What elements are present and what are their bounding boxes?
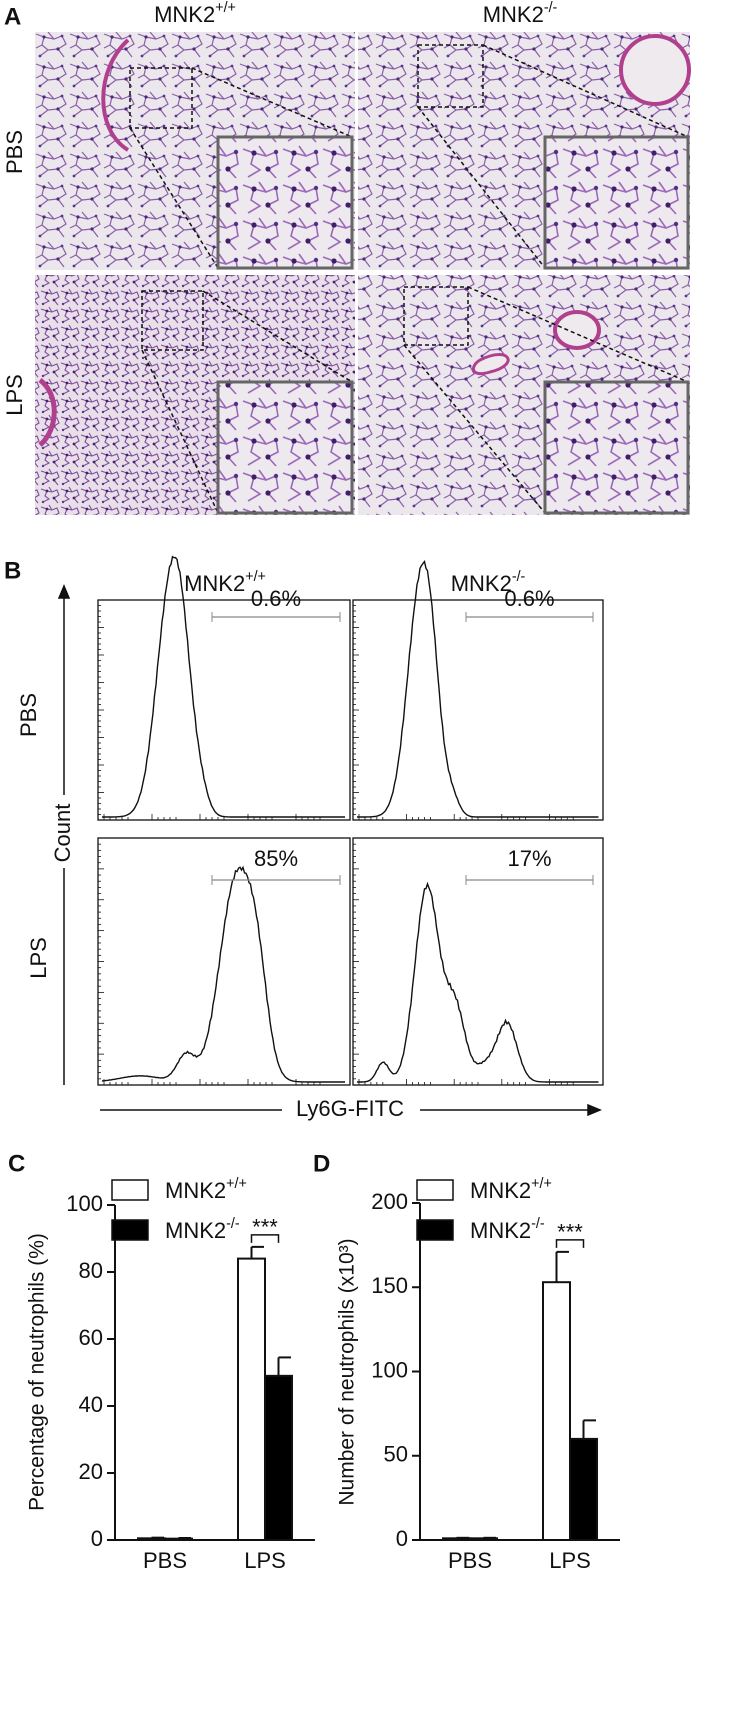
histogram-curve [102, 555, 345, 818]
column-header: MNK2+/+ [184, 569, 266, 596]
axis-label: Number of neutrophils (x10³) [336, 1238, 359, 1505]
legend-label: MNK2-/- [165, 1216, 240, 1243]
axis-label: Count [50, 804, 75, 863]
y-tick-label: 200 [371, 1189, 408, 1214]
y-tick-label: 40 [79, 1392, 103, 1417]
y-tick-label: 80 [79, 1258, 103, 1283]
plot-frame [352, 837, 604, 1086]
histogram-curve [357, 560, 599, 818]
legend-swatch [111, 1219, 149, 1241]
x-tick-label: LPS [244, 1548, 286, 1573]
plot-frame [352, 599, 604, 821]
bar [569, 1437, 598, 1542]
panel-label: A [4, 3, 21, 30]
bar [442, 1537, 471, 1541]
bar [164, 1537, 193, 1542]
axis-label: Percentage of neutrophils (%) [26, 1233, 49, 1511]
y-tick-label: 20 [79, 1459, 103, 1484]
histogram-curve [357, 881, 599, 1083]
x-tick-label: PBS [448, 1548, 492, 1573]
panel-label: B [4, 557, 21, 584]
x-tick-label: PBS [143, 1548, 187, 1573]
column-header: MNK2+/+ [154, 0, 236, 27]
y-tick-label: 0 [396, 1526, 408, 1551]
column-header: MNK2-/- [483, 0, 558, 27]
flow-plots [97, 555, 604, 1086]
row-header: LPS [26, 937, 51, 979]
legend-label: MNK2+/+ [470, 1176, 552, 1203]
histogram-curve [101, 865, 345, 1083]
row-header: PBS [2, 130, 27, 174]
gate-percentage: 0.6% [251, 586, 301, 611]
gate-percentage: 0.6% [504, 586, 554, 611]
gate-percentage: 17% [507, 846, 551, 871]
significance-bracket [250, 1234, 280, 1243]
y-tick-label: 150 [371, 1273, 408, 1298]
bar [469, 1537, 498, 1541]
bar [237, 1257, 266, 1541]
row-header: LPS [2, 374, 27, 416]
legend-label: MNK2+/+ [165, 1176, 247, 1203]
y-tick-label: 100 [66, 1191, 103, 1216]
plot-frame [97, 599, 351, 821]
axis-arrows [57, 584, 602, 1117]
y-tick-label: 60 [79, 1325, 103, 1350]
legend-swatch [111, 1179, 149, 1201]
histology [35, 32, 691, 515]
panel-label: D [313, 1150, 330, 1177]
significance: *** [557, 1220, 583, 1245]
row-header: PBS [16, 693, 41, 737]
gate-percentage: 85% [254, 846, 298, 871]
bar [137, 1537, 166, 1541]
axis-label: Ly6G-FITC [296, 1096, 404, 1121]
x-tick-label: LPS [549, 1548, 591, 1573]
significance: *** [252, 1215, 278, 1240]
legend-swatch [416, 1219, 454, 1241]
y-tick-label: 0 [91, 1526, 103, 1551]
legend-swatch [416, 1179, 454, 1201]
bar [542, 1281, 571, 1541]
y-tick-label: 50 [384, 1442, 408, 1467]
significance-bracket [555, 1239, 585, 1248]
legend-label: MNK2-/- [470, 1216, 545, 1243]
bar [264, 1374, 293, 1541]
y-tick-label: 100 [371, 1357, 408, 1382]
panel-label: C [8, 1150, 25, 1177]
plot-frame [97, 837, 351, 1086]
